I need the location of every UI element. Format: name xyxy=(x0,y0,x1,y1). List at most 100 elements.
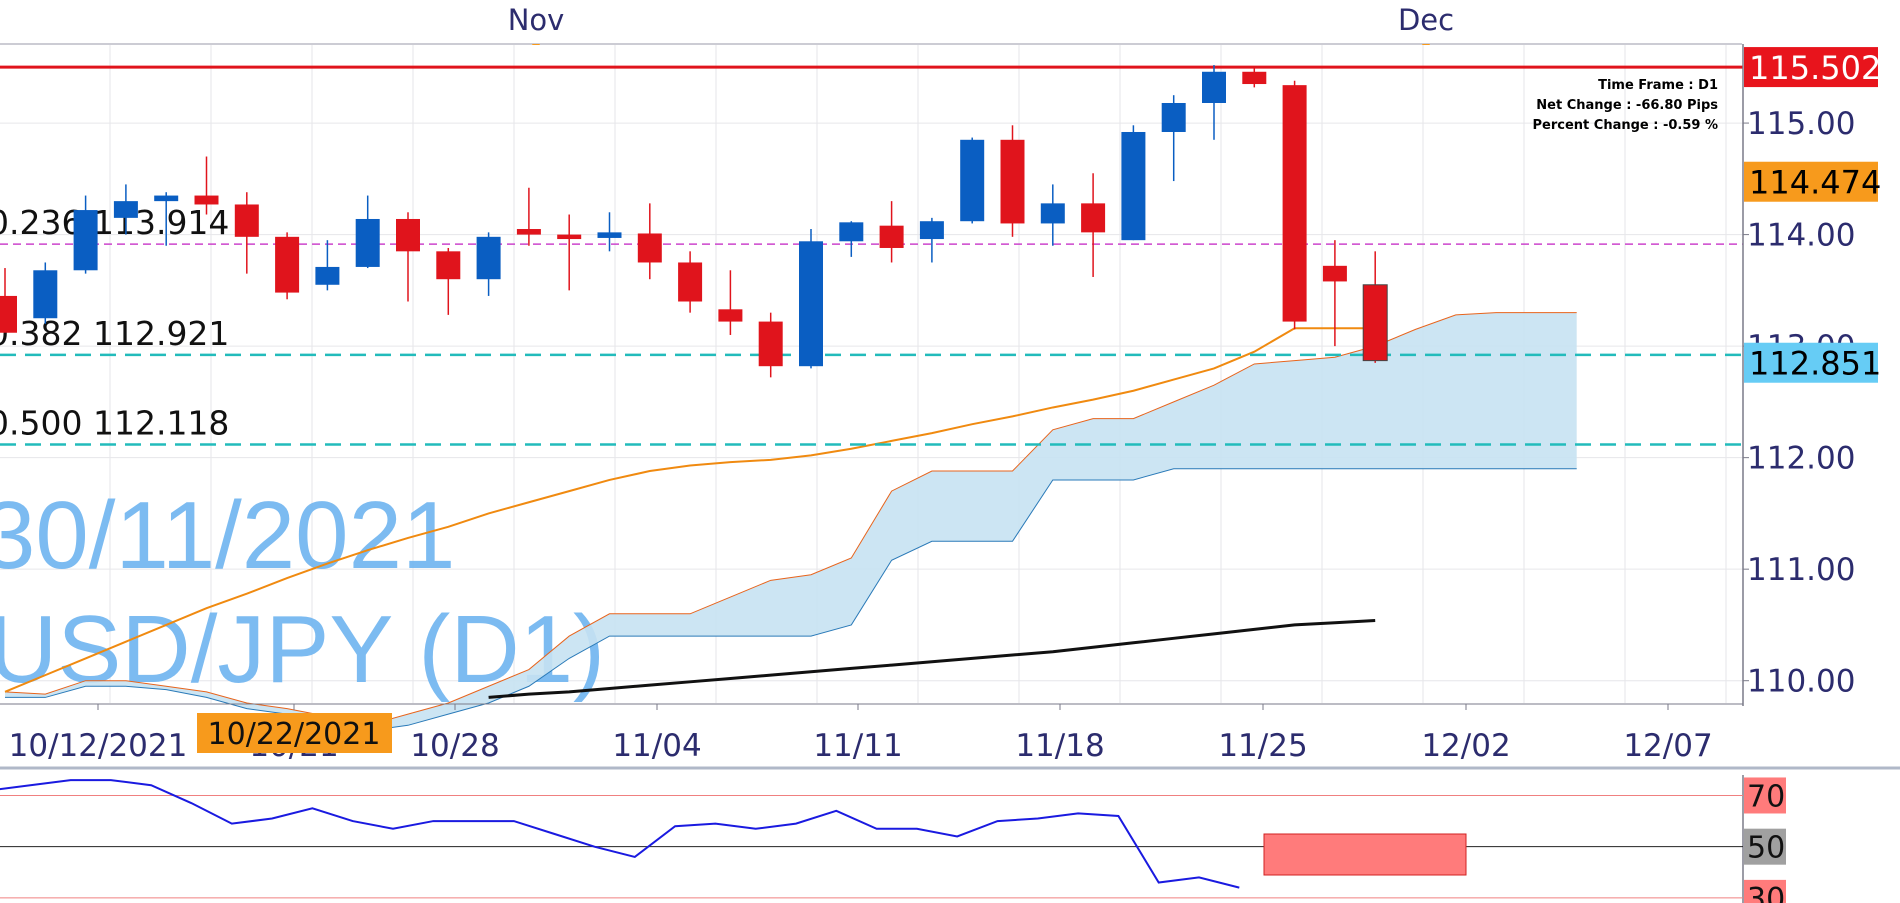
candle xyxy=(1121,125,1146,241)
candle-body xyxy=(1362,284,1388,362)
candle-body xyxy=(1202,71,1226,103)
rsi-highlight-box xyxy=(1263,833,1467,876)
price-tag: 115.502 xyxy=(1744,47,1881,88)
price-tag-bg xyxy=(1744,342,1878,383)
candle-body xyxy=(315,266,340,285)
candle-body xyxy=(597,232,622,238)
candle xyxy=(919,217,944,263)
x-tick-label: 11/18 xyxy=(1015,728,1104,764)
candle-body xyxy=(154,195,179,202)
candle xyxy=(113,184,138,235)
candle-body xyxy=(275,236,300,293)
candle xyxy=(355,195,380,269)
candle xyxy=(1242,67,1267,88)
x-tick-label: 11/11 xyxy=(813,728,902,764)
ichimoku-cloud xyxy=(4,312,1577,732)
y-tick-label: 110.00 xyxy=(1747,664,1855,700)
price-tag-bg xyxy=(1744,47,1878,88)
candle xyxy=(637,203,662,280)
candle-body xyxy=(1242,71,1267,85)
month-label-nov: Nov xyxy=(508,3,565,37)
info-box: Time Frame : D1 Net Change : -66.80 Pips… xyxy=(1533,78,1719,133)
rsi-tag-bg xyxy=(1744,879,1786,903)
candle xyxy=(194,156,219,215)
candle xyxy=(879,201,904,263)
rsi-tag-bg xyxy=(1744,828,1786,865)
rsi-level-tag: 70 xyxy=(1744,777,1786,814)
x-tick-label: 12/02 xyxy=(1421,728,1510,764)
cursor-date-tag: 10/22/2021 xyxy=(197,713,392,753)
candle xyxy=(960,137,985,224)
rsi-level-tag: 50 xyxy=(1744,828,1786,866)
fib-label: 0.382 112.921 xyxy=(0,314,229,353)
y-tick-label: 115.00 xyxy=(1747,106,1855,142)
fib-label: 0.500 112.118 xyxy=(0,403,229,442)
ema-line xyxy=(4,327,1376,693)
candle-body xyxy=(1000,139,1025,224)
candle-body xyxy=(1040,203,1065,224)
candle-body xyxy=(718,309,743,322)
month-label-dec: Dec xyxy=(1398,3,1454,37)
candle xyxy=(275,232,300,300)
candle xyxy=(476,232,501,296)
candle-body xyxy=(678,262,703,302)
candle-body xyxy=(73,210,98,271)
price-tag-label: 114.474 xyxy=(1749,164,1881,202)
cloud-lower-line xyxy=(5,468,1577,732)
rsi-tag-label: 70 xyxy=(1747,779,1785,814)
candle xyxy=(0,268,17,333)
candle-body xyxy=(1322,265,1347,282)
candle xyxy=(1000,125,1025,237)
month-axis: Nov Dec xyxy=(0,3,1742,53)
candle xyxy=(1362,251,1388,363)
candle xyxy=(436,247,461,315)
candle-body xyxy=(557,234,582,240)
candle xyxy=(1202,65,1226,140)
candle xyxy=(1161,95,1186,182)
price-tags: 115.502 114.474 112.851 xyxy=(1744,47,1881,383)
candle xyxy=(557,214,582,291)
candle-body xyxy=(113,201,138,218)
candle xyxy=(839,221,864,257)
y-tick-label: 112.00 xyxy=(1747,441,1855,477)
candle xyxy=(799,229,823,369)
candle-body xyxy=(758,321,783,367)
price-tag-bg xyxy=(1744,161,1878,202)
candle-body xyxy=(919,221,944,240)
rsi-tag-bg xyxy=(1744,777,1786,814)
candle xyxy=(154,192,179,246)
price-tag: 114.474 xyxy=(1744,161,1881,202)
candle-body xyxy=(0,295,17,333)
candle xyxy=(1322,240,1347,347)
x-tick-label: 11/25 xyxy=(1218,728,1307,764)
price-tag: 112.851 xyxy=(1744,342,1881,383)
cloud-upper-line xyxy=(4,312,1577,726)
candle xyxy=(33,262,58,324)
price-plot-area[interactable]: 30/11/2021 USD/JPY (D1) 0.236 113.9140.3… xyxy=(0,45,1743,732)
x-tick-label: 11/04 xyxy=(612,728,701,764)
candle-body xyxy=(637,233,662,263)
rsi-tag-label: 50 xyxy=(1747,831,1785,866)
candle-body xyxy=(476,236,501,280)
y-tick-label: 111.00 xyxy=(1747,552,1855,588)
date-watermark: 30/11/2021 xyxy=(0,482,455,589)
candle xyxy=(234,192,259,274)
candle xyxy=(678,251,703,313)
candle xyxy=(1081,173,1106,277)
rsi-level-tag: 30 xyxy=(1744,879,1786,903)
candle-body xyxy=(879,225,904,248)
rsi-line xyxy=(0,779,1240,889)
indicator-lines xyxy=(4,327,1376,699)
info-net-change: Net Change : -66.80 Pips xyxy=(1536,98,1718,113)
candle-body xyxy=(355,218,380,267)
candle-body xyxy=(436,251,461,280)
sma-line xyxy=(488,618,1376,699)
candle xyxy=(315,240,340,291)
candle-body xyxy=(1161,102,1186,132)
price-tag-label: 112.851 xyxy=(1749,345,1881,383)
candle xyxy=(396,212,420,302)
rsi-panel[interactable]: 70 50 30 xyxy=(0,775,1786,903)
candle-body xyxy=(234,204,259,237)
